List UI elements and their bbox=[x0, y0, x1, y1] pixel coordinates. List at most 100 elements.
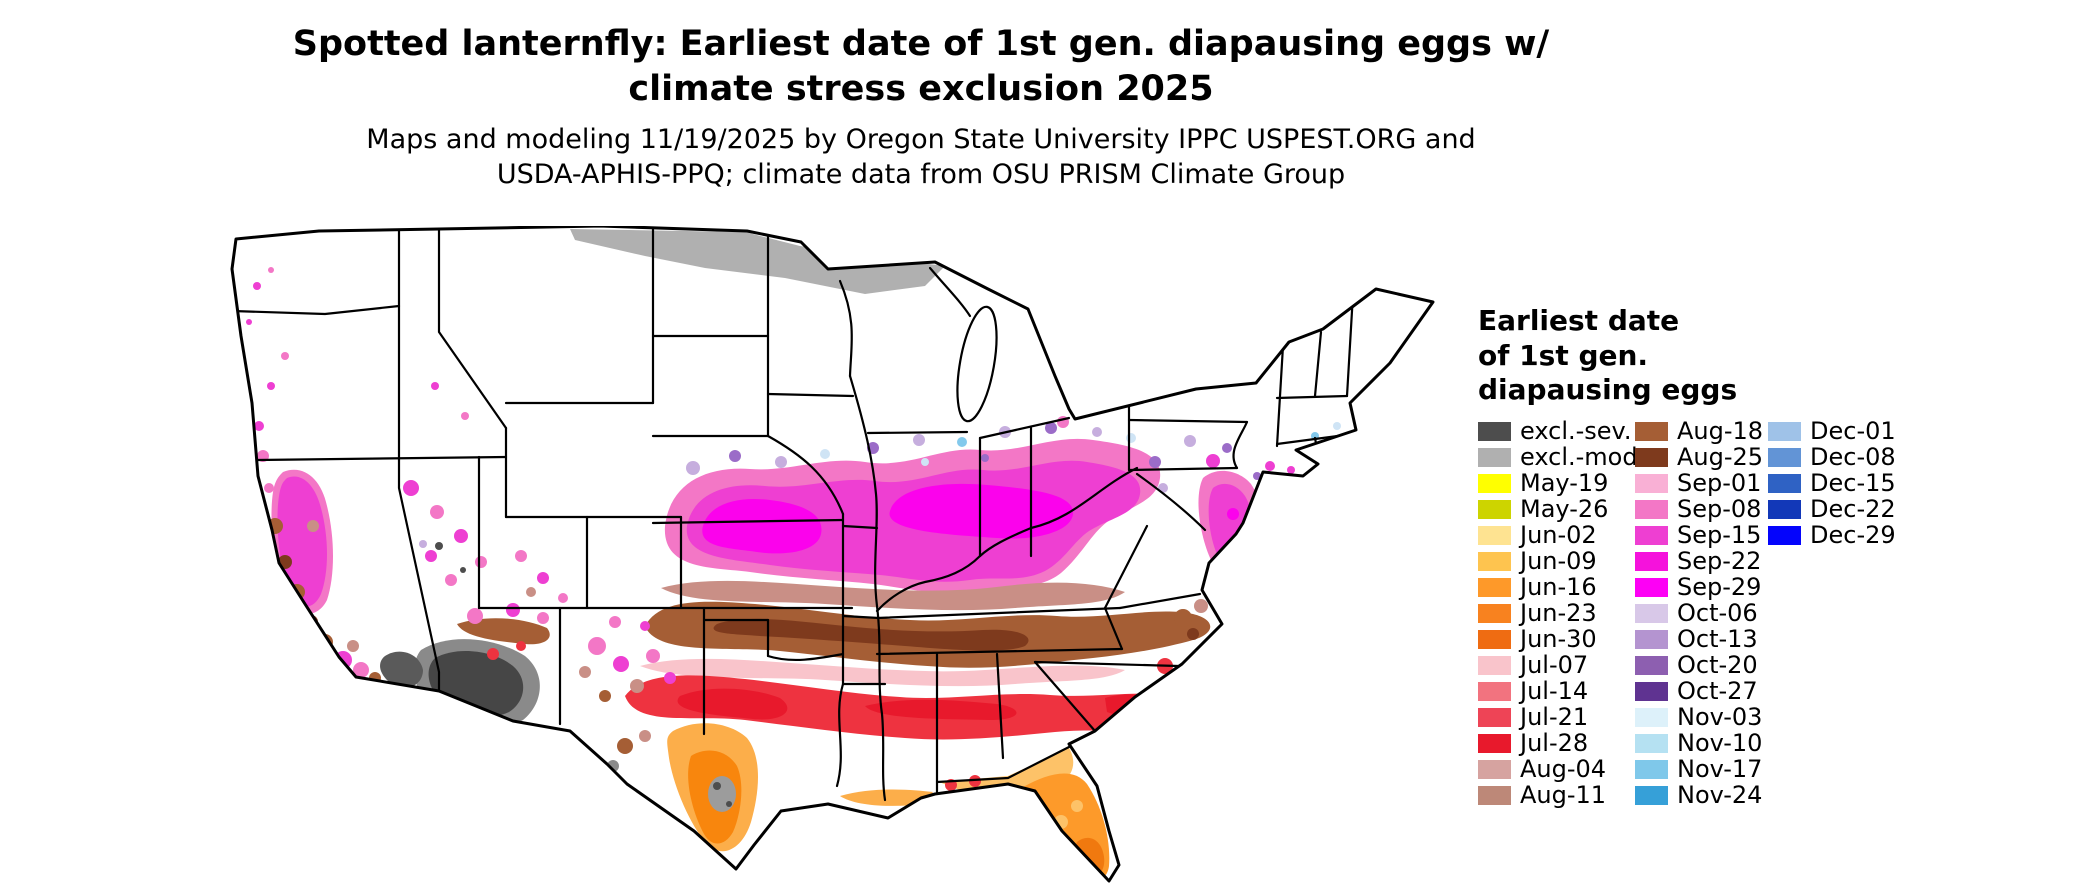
legend-swatch bbox=[1635, 707, 1668, 727]
legend-label: Jun-30 bbox=[1520, 625, 1597, 654]
state-borders bbox=[232, 226, 1355, 802]
legend-swatch bbox=[1635, 447, 1668, 467]
legend-item: Jul-28 bbox=[1478, 730, 1635, 756]
legend-label: Jun-09 bbox=[1520, 547, 1597, 576]
legend-item: Sep-15 bbox=[1635, 522, 1768, 548]
legend-label: Dec-15 bbox=[1810, 469, 1896, 498]
legend-swatch bbox=[1635, 525, 1668, 545]
legend-label: May-26 bbox=[1520, 495, 1609, 524]
legend-label: Sep-22 bbox=[1677, 547, 1762, 576]
legend-item: Jun-16 bbox=[1478, 574, 1635, 600]
legend-item: Dec-01 bbox=[1768, 418, 1896, 444]
legend-label: Oct-13 bbox=[1677, 625, 1758, 654]
legend-item: Oct-20 bbox=[1635, 652, 1768, 678]
legend-column-2: Aug-18 Aug-25 Sep-01 Sep-08 Sep-15 Sep-22 Sep-… bbox=[1635, 418, 1768, 808]
legend-swatch bbox=[1768, 525, 1801, 545]
title-line-1: Spotted lanternfly: Earliest date of 1st… bbox=[292, 24, 1550, 64]
legend-swatch bbox=[1768, 421, 1801, 441]
us-map bbox=[230, 224, 1435, 883]
legend-swatch bbox=[1635, 785, 1668, 805]
legend-item: Nov-10 bbox=[1635, 730, 1768, 756]
legend-title-line-3: diapausing eggs bbox=[1478, 373, 1738, 407]
legend-label: Nov-10 bbox=[1677, 729, 1763, 758]
legend-label: Dec-22 bbox=[1810, 495, 1896, 524]
legend-label: excl.-mod. bbox=[1520, 443, 1646, 472]
legend-label: Dec-08 bbox=[1810, 443, 1896, 472]
legend-swatch bbox=[1635, 629, 1668, 649]
legend-item: Oct-06 bbox=[1635, 600, 1768, 626]
legend-columns: excl.-sev. excl.-mod. May-19 May-26 Jun-02 Ju… bbox=[1478, 418, 1896, 808]
legend-item: Aug-11 bbox=[1478, 782, 1635, 808]
legend-label: Oct-06 bbox=[1677, 599, 1758, 628]
map-legend: Earliest date of 1st gen. diapausing egg… bbox=[1478, 304, 1896, 808]
us-map-container bbox=[225, 224, 1445, 886]
legend-title: Earliest date of 1st gen. diapausing egg… bbox=[1478, 304, 1896, 408]
legend-label: May-19 bbox=[1520, 469, 1609, 498]
legend-label: Aug-04 bbox=[1520, 755, 1607, 784]
legend-swatch bbox=[1478, 551, 1511, 571]
subtitle-line-2: USDA-APHIS-PPQ; climate data from OSU PR… bbox=[496, 159, 1346, 191]
legend-label: Oct-20 bbox=[1677, 651, 1758, 680]
page-title: Spotted lanternfly: Earliest date of 1st… bbox=[0, 22, 1842, 112]
legend-item: Aug-25 bbox=[1635, 444, 1768, 470]
legend-swatch bbox=[1635, 551, 1668, 571]
page-subtitle: Maps and modeling 11/19/2025 by Oregon S… bbox=[0, 122, 1842, 192]
legend-swatch bbox=[1768, 499, 1801, 519]
legend-swatch bbox=[1478, 655, 1511, 675]
legend-item: Jul-07 bbox=[1478, 652, 1635, 678]
legend-item: Dec-08 bbox=[1768, 444, 1896, 470]
legend-label: Nov-03 bbox=[1677, 703, 1763, 732]
legend-swatch bbox=[1478, 629, 1511, 649]
legend-swatch bbox=[1635, 577, 1668, 597]
legend-swatch bbox=[1635, 655, 1668, 675]
legend-swatch bbox=[1478, 421, 1511, 441]
legend-label: Jun-23 bbox=[1520, 599, 1597, 628]
legend-swatch bbox=[1478, 525, 1511, 545]
legend-swatch bbox=[1478, 759, 1511, 779]
legend-swatch bbox=[1478, 473, 1511, 493]
legend-item: May-26 bbox=[1478, 496, 1635, 522]
legend-item: Sep-08 bbox=[1635, 496, 1768, 522]
legend-item: Oct-27 bbox=[1635, 678, 1768, 704]
legend-item: May-19 bbox=[1478, 470, 1635, 496]
legend-swatch bbox=[1635, 421, 1668, 441]
legend-item: Jul-14 bbox=[1478, 678, 1635, 704]
legend-item: Dec-15 bbox=[1768, 470, 1896, 496]
legend-label: Aug-18 bbox=[1677, 417, 1764, 446]
legend-item: Jul-21 bbox=[1478, 704, 1635, 730]
legend-label: Dec-01 bbox=[1810, 417, 1896, 446]
legend-title-line-2: of 1st gen. bbox=[1478, 338, 1649, 372]
great-lakes bbox=[956, 305, 998, 423]
legend-item: Dec-29 bbox=[1768, 522, 1896, 548]
legend-item: Nov-24 bbox=[1635, 782, 1768, 808]
title-line-2: climate stress exclusion 2025 bbox=[628, 68, 1214, 109]
legend-swatch bbox=[1635, 681, 1668, 701]
legend-label: Sep-01 bbox=[1677, 469, 1762, 498]
legend-swatch bbox=[1478, 603, 1511, 623]
legend-swatch bbox=[1478, 707, 1511, 727]
legend-title-line-1: Earliest date bbox=[1478, 304, 1680, 337]
legend-item: Dec-22 bbox=[1768, 496, 1896, 522]
us-outline bbox=[230, 224, 1435, 883]
legend-label: Nov-17 bbox=[1677, 755, 1763, 784]
legend-item: excl.-mod. bbox=[1478, 444, 1645, 470]
legend-item: Jun-02 bbox=[1478, 522, 1635, 548]
legend-label: excl.-sev. bbox=[1520, 417, 1632, 446]
legend-item: Jun-30 bbox=[1478, 626, 1635, 652]
legend-swatch bbox=[1635, 603, 1668, 623]
legend-label: Jul-21 bbox=[1520, 703, 1589, 732]
legend-swatch bbox=[1635, 733, 1668, 753]
legend-item: Oct-13 bbox=[1635, 626, 1768, 652]
legend-item: excl.-sev. bbox=[1478, 418, 1635, 444]
legend-label: Sep-08 bbox=[1677, 495, 1762, 524]
legend-label: Sep-29 bbox=[1677, 573, 1762, 602]
legend-item: Sep-22 bbox=[1635, 548, 1768, 574]
legend-item: Nov-03 bbox=[1635, 704, 1768, 730]
legend-swatch bbox=[1768, 473, 1801, 493]
legend-label: Aug-25 bbox=[1677, 443, 1764, 472]
legend-item: Sep-01 bbox=[1635, 470, 1768, 496]
legend-item: Aug-04 bbox=[1478, 756, 1635, 782]
legend-item: Jun-09 bbox=[1478, 548, 1635, 574]
legend-label: Jul-07 bbox=[1520, 651, 1589, 680]
legend-label: Dec-29 bbox=[1810, 521, 1896, 550]
